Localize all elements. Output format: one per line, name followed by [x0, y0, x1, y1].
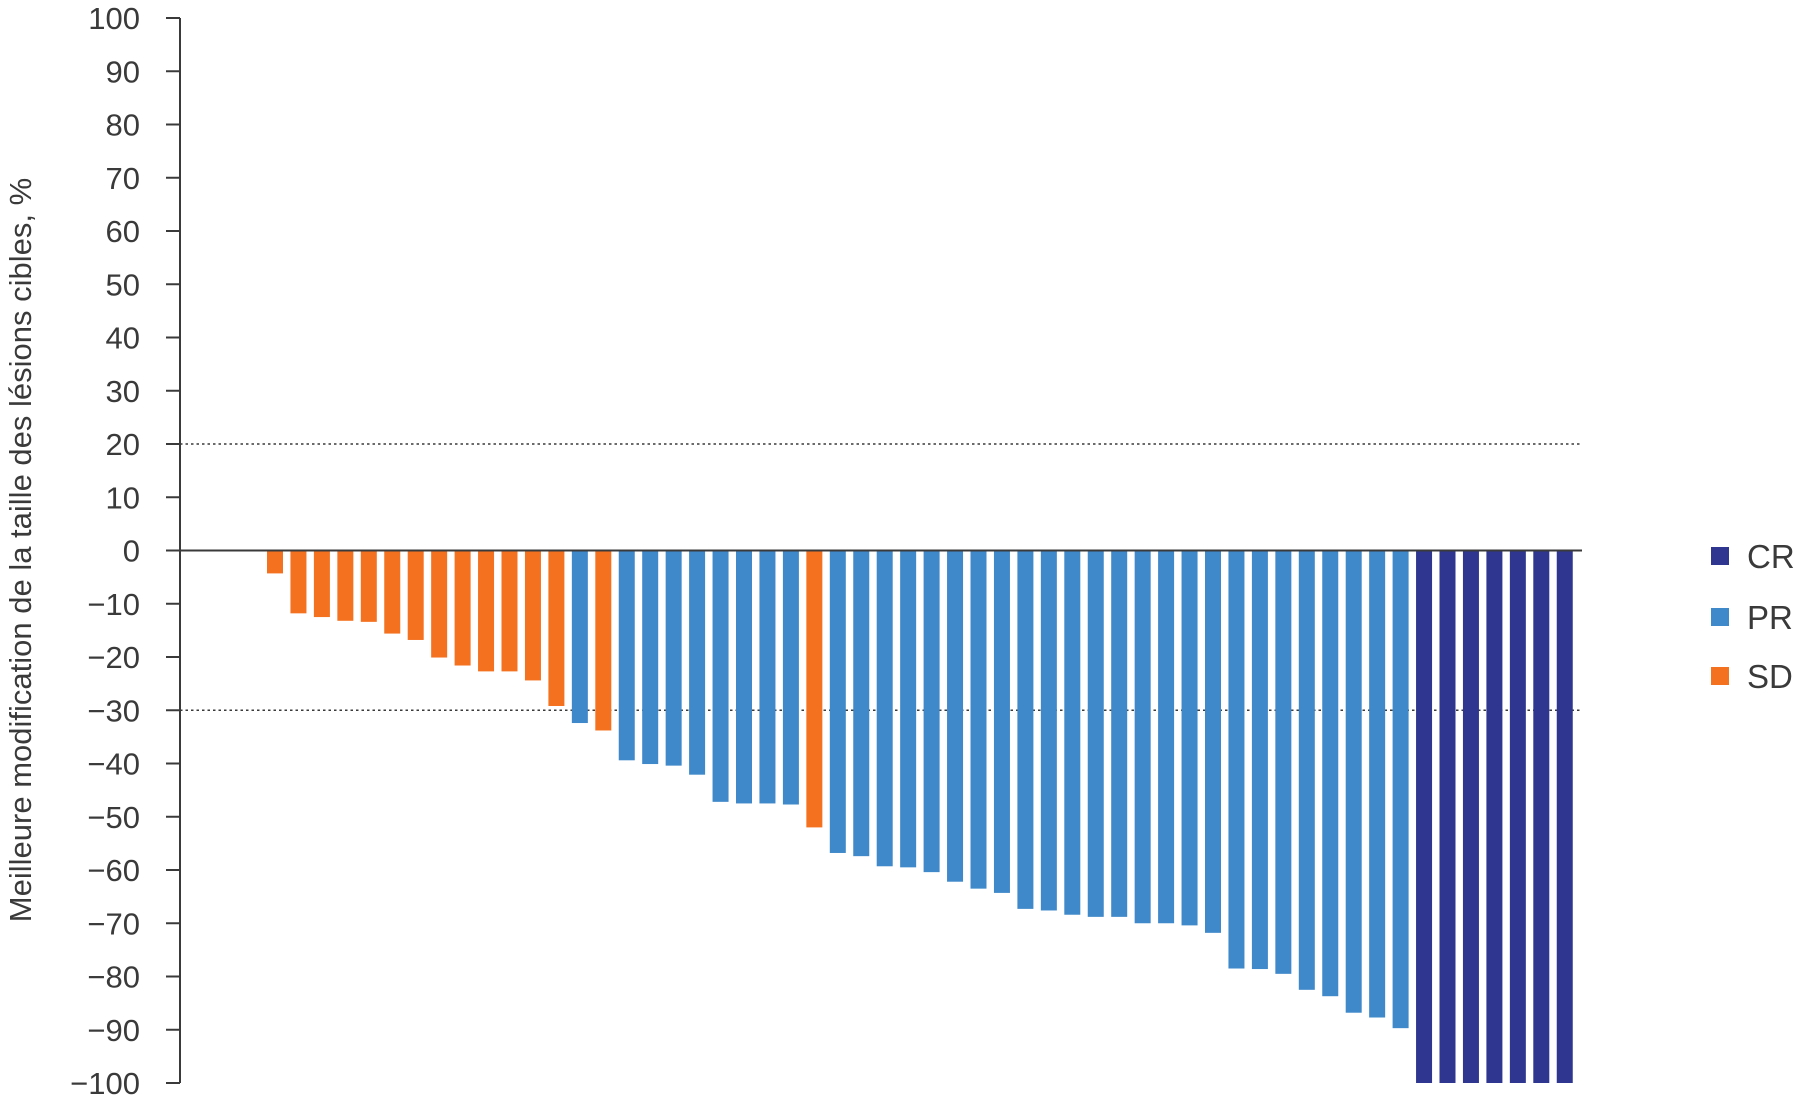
bar-pr [712, 550, 729, 802]
bar-pr [1181, 550, 1198, 926]
bar-sd [290, 550, 307, 614]
y-axis: 1009080706050403020100−10−20−30−40−50−60… [70, 1, 181, 1101]
bar-cr [1416, 550, 1433, 1083]
bar-pr [642, 550, 659, 765]
bar-pr [736, 550, 752, 804]
bar-sd [524, 550, 541, 681]
bar-pr [1064, 550, 1081, 915]
bar-cr [1533, 550, 1550, 1083]
bar-pr [947, 550, 964, 882]
y-tick-label: 20 [106, 427, 140, 462]
legend-swatch-sd [1711, 667, 1729, 685]
bar-sd [267, 550, 283, 574]
y-tick-label: 90 [106, 54, 140, 89]
bar-sd [454, 550, 471, 666]
y-tick-label: −80 [87, 960, 140, 995]
y-tick-label: −30 [87, 693, 140, 728]
bar-sd [384, 550, 401, 634]
y-tick-label: −50 [87, 800, 140, 835]
bar-pr [1345, 550, 1362, 1013]
y-tick-label: −100 [70, 1066, 140, 1101]
bar-pr [618, 550, 635, 761]
y-tick-label: −40 [87, 747, 140, 782]
bar-cr [1509, 550, 1526, 1083]
bar-pr [1134, 550, 1151, 924]
y-tick-label: 70 [106, 161, 140, 196]
bar-sd [337, 550, 354, 621]
legend-swatch-pr [1711, 608, 1729, 626]
bars [267, 550, 1573, 1083]
bar-pr [1369, 550, 1386, 1018]
bar-pr [993, 550, 1010, 893]
y-tick-label: 10 [106, 480, 140, 515]
bar-pr [571, 550, 588, 724]
bar-pr [1111, 550, 1128, 917]
bar-sd [313, 550, 330, 618]
bar-sd [595, 550, 612, 731]
bar-pr [923, 550, 940, 873]
bar-pr [782, 550, 799, 805]
bar-sd [431, 550, 448, 658]
y-tick-label: 0 [123, 534, 140, 569]
bar-pr [1087, 550, 1104, 917]
legend-label-cr: CR [1747, 538, 1795, 575]
bar-sd [548, 550, 565, 706]
bar-cr [1462, 550, 1479, 1083]
bar-pr [853, 550, 870, 857]
legend-swatch-cr [1711, 547, 1729, 565]
bar-cr [1556, 550, 1573, 1083]
bar-pr [1251, 550, 1268, 970]
y-tick-label: −60 [87, 853, 140, 888]
bar-cr [1486, 550, 1503, 1083]
bar-sd [501, 550, 518, 672]
y-tick-label: 40 [106, 321, 140, 356]
bar-pr [1158, 550, 1175, 924]
y-tick-label: 30 [106, 374, 140, 409]
bar-pr [970, 550, 987, 889]
bar-pr [829, 550, 846, 853]
bar-pr [665, 550, 682, 766]
bar-cr [1439, 550, 1456, 1083]
bar-pr [1205, 550, 1221, 933]
y-axis-label: Meilleure modification de la taille des … [3, 178, 38, 922]
bar-pr [876, 550, 893, 867]
legend: CR PR SD [1711, 538, 1795, 695]
bar-pr [1017, 550, 1034, 909]
legend-label-pr: PR [1747, 599, 1793, 636]
bar-pr [689, 550, 706, 775]
bar-sd [478, 550, 495, 672]
bar-sd [407, 550, 424, 640]
y-tick-label: 50 [106, 267, 140, 302]
bar-sd [806, 550, 823, 828]
bar-pr [900, 550, 917, 868]
y-tick-label: 100 [88, 1, 140, 36]
bar-sd [360, 550, 377, 622]
y-tick-label: −70 [87, 906, 140, 941]
y-tick-label: −20 [87, 640, 140, 675]
bar-pr [759, 550, 776, 804]
bar-pr [1040, 550, 1057, 911]
bar-pr [1275, 550, 1292, 974]
y-tick-label: 60 [106, 214, 140, 249]
y-tick-label: −10 [87, 587, 140, 622]
bar-pr [1298, 550, 1315, 990]
y-tick-label: 80 [106, 108, 140, 143]
y-tick-label: −90 [87, 1013, 140, 1048]
legend-label-sd: SD [1747, 658, 1793, 695]
bar-pr [1322, 550, 1339, 997]
bar-pr [1228, 550, 1245, 969]
bar-pr [1392, 550, 1409, 1029]
